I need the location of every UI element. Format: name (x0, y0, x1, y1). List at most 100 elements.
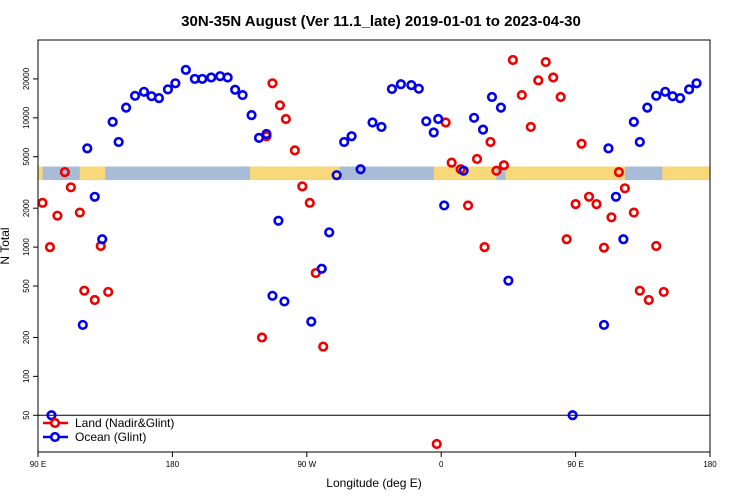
ocean-point (113, 136, 124, 148)
ocean-point (121, 102, 132, 113)
ocean-series (46, 64, 702, 421)
x-tick-label: 90 E (567, 460, 583, 469)
land-point (507, 54, 518, 66)
y-tick-label: 20000 (22, 67, 31, 90)
land-point (555, 91, 566, 103)
ocean-point (683, 84, 695, 95)
ocean-point (339, 136, 350, 148)
x-axis: 90 E 180 90 W 0 90 E 180 (30, 452, 717, 469)
land-point (74, 207, 85, 218)
ocean-point (279, 296, 290, 307)
land-point (103, 286, 114, 298)
land-point (643, 294, 654, 306)
land-point (619, 183, 630, 194)
land-point (516, 89, 527, 101)
land-point (462, 200, 474, 211)
ocean-point (316, 263, 327, 274)
ocean-point (82, 143, 93, 154)
y-tick-label: 100 (22, 369, 31, 383)
ocean-point (634, 136, 645, 148)
land-point (79, 285, 90, 296)
land-point (440, 117, 451, 128)
ocean-point (346, 131, 357, 142)
land-point (256, 332, 268, 343)
ocean-point (439, 200, 450, 211)
ocean-point (138, 86, 150, 97)
y-axis-label: N Total (0, 227, 12, 264)
ocean-point (97, 234, 108, 245)
land-point (591, 199, 602, 210)
legend-label: Land (Nadir&Glint) (75, 416, 174, 430)
ocean-point (324, 227, 335, 238)
ocean-point (180, 64, 191, 75)
land-point (651, 240, 662, 252)
land-point (498, 160, 510, 171)
ocean-point (433, 113, 444, 125)
land-segment (38, 166, 43, 181)
ocean-point (598, 319, 610, 331)
land-point (318, 341, 329, 352)
y-tick-label: 5000 (22, 147, 31, 165)
ocean-point (246, 109, 257, 121)
ocean-point (376, 121, 387, 133)
land-point (471, 153, 483, 165)
ocean-point (618, 234, 629, 245)
land-point (289, 145, 300, 156)
land-point (59, 167, 70, 178)
ocean-point (651, 90, 662, 101)
land-point (479, 242, 490, 253)
land-point (561, 234, 572, 245)
land-point (606, 212, 617, 223)
ocean-point (170, 78, 181, 89)
x-tick-label: 180 (703, 460, 717, 469)
y-tick-label: 10000 (22, 106, 31, 129)
data-points (38, 54, 702, 450)
ocean-point (486, 91, 498, 103)
x-axis-label: Longitude (deg E) (326, 476, 421, 490)
land-point (598, 242, 610, 253)
ocean-point (206, 72, 217, 83)
ocean-point (468, 112, 480, 123)
chart-title: 30N-35N August (Ver 11.1_late) 2019-01-0… (181, 13, 581, 30)
land-point (634, 285, 645, 296)
ocean-point (406, 80, 417, 91)
ocean-point (89, 191, 100, 202)
land-point (583, 191, 595, 202)
x-tick-label: 90 W (297, 460, 316, 469)
y-tick-label: 1000 (22, 238, 31, 256)
x-tick-label: 90 E (30, 460, 46, 469)
land-point (274, 100, 286, 111)
land-point (576, 138, 587, 149)
ocean-point (261, 128, 272, 140)
y-tick-label: 200 (22, 330, 31, 344)
ocean-point (273, 215, 284, 226)
land-point (65, 182, 76, 193)
y-axis: 50 100 200 500 1000 2000 5000 10000 20000 (22, 67, 38, 420)
land-point (548, 72, 559, 83)
land-point (540, 56, 551, 68)
land-point (658, 286, 669, 298)
ocean-point (253, 132, 265, 143)
land-series (38, 54, 669, 450)
ocean-point (660, 86, 671, 97)
legend-label: Ocean (Glint) (75, 430, 146, 444)
land-segment (250, 166, 340, 181)
ocean-point (367, 117, 378, 128)
land-point (38, 197, 48, 208)
ocean-point (495, 102, 507, 113)
ocean-point (477, 124, 489, 135)
land-point (628, 207, 639, 218)
ocean-point (503, 275, 514, 286)
ocean-point (421, 116, 432, 127)
ocean-point (46, 410, 57, 421)
ocean-point (458, 165, 469, 176)
ocean-point (628, 116, 639, 128)
ocean-point (162, 84, 174, 95)
ocean-point (222, 72, 233, 83)
ocean-point (675, 93, 686, 104)
ocean-point (230, 84, 241, 95)
ocean-point (413, 83, 424, 94)
land-point (52, 210, 63, 221)
legend: Land (Nadir&Glint)Ocean (Glint) (43, 416, 174, 444)
land-point (44, 242, 56, 253)
